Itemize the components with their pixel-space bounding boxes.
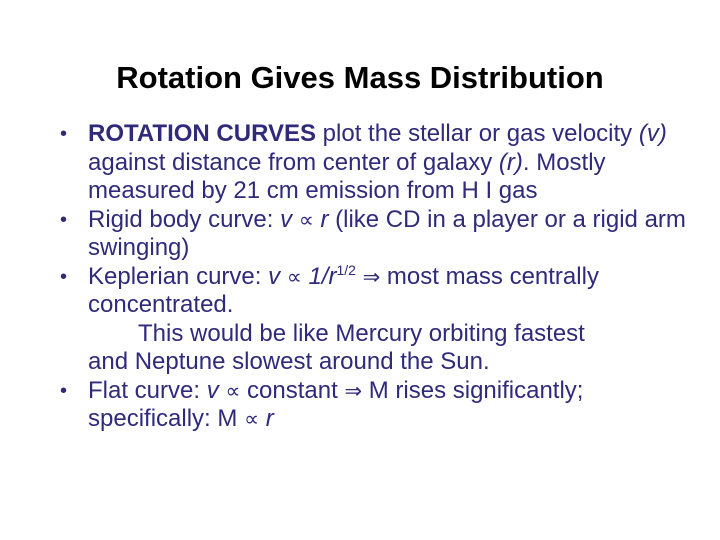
text-span: against distance from center of galaxy bbox=[88, 148, 499, 176]
proportional-icon: ∝ bbox=[244, 407, 260, 431]
proportional-icon: ∝ bbox=[298, 207, 314, 232]
bullet-dot-icon: • bbox=[60, 379, 68, 402]
text-span: plot the stellar or gas velocity bbox=[316, 120, 639, 147]
italic-r: r bbox=[265, 405, 274, 432]
italic-v: v bbox=[268, 262, 281, 290]
bullet-dot-icon: • bbox=[60, 123, 68, 145]
italic-v: (v) bbox=[638, 120, 667, 147]
bullet-rigid-body: • Rigid body curve: v ∝ r (like CD in a … bbox=[58, 206, 698, 263]
italic-r: (r) bbox=[498, 148, 523, 176]
bullet-list: • ROTATION CURVES plot the stellar or ga… bbox=[58, 120, 698, 434]
implies-icon: ⇒ bbox=[362, 264, 381, 289]
text-span: constant bbox=[240, 376, 345, 404]
proportional-icon: ∝ bbox=[286, 264, 302, 289]
bullet-dot-icon: • bbox=[60, 208, 68, 231]
text-span: Rigid body curve: bbox=[88, 205, 281, 233]
italic-v: v bbox=[280, 205, 293, 233]
text-span: M rises significantly; specifically: M bbox=[88, 376, 584, 433]
implies-icon: ⇒ bbox=[344, 378, 363, 403]
bold-lead: ROTATION CURVES bbox=[88, 120, 317, 147]
bullet-flat-curve: • Flat curve: v ∝ constant ⇒ M rises sig… bbox=[58, 377, 698, 434]
text-span: (like CD in a player or a rigid arm swin… bbox=[88, 205, 686, 262]
text-span: Flat curve: bbox=[88, 376, 207, 404]
proportional-icon: ∝ bbox=[225, 378, 241, 403]
text-span: most mass centrally concentrated. bbox=[88, 262, 599, 319]
italic-v: v bbox=[206, 376, 219, 404]
bullet-rotation-curves: • ROTATION CURVES plot the stellar or ga… bbox=[58, 120, 698, 206]
slide-title: Rotation Gives Mass Distribution bbox=[116, 60, 604, 95]
bullet-dot-icon: • bbox=[60, 265, 68, 288]
exponent: 1/2 bbox=[336, 261, 356, 278]
text-span: and Neptune slowest around the Sun. bbox=[88, 348, 490, 375]
italic-fraction: 1/r bbox=[308, 262, 337, 290]
text-span: Keplerian curve: bbox=[88, 262, 269, 290]
indented-line: This would be like Mercury orbiting fast… bbox=[138, 319, 585, 347]
bullet-keplerian: • Keplerian curve: v ∝ 1/r1/2 ⇒ most mas… bbox=[58, 263, 698, 377]
text-span: . Mostly measured by 21 cm emission from… bbox=[88, 148, 606, 205]
italic-r: r bbox=[320, 205, 329, 233]
